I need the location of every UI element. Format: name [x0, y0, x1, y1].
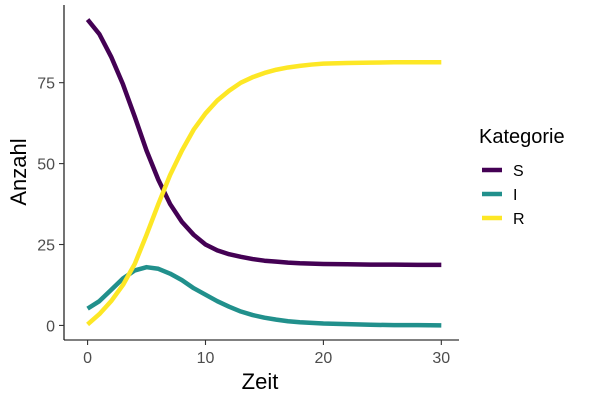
legend-label-r: R	[513, 211, 525, 228]
legend: Kategorie SIR	[479, 126, 565, 228]
y-tick-label: 75	[37, 76, 55, 93]
y-tick-label: 50	[37, 157, 55, 174]
x-tick-label: 0	[83, 350, 92, 367]
series-line-i	[86, 264, 442, 328]
series-line-r	[86, 60, 442, 327]
y-tick-label: 25	[37, 238, 55, 255]
legend-label-s: S	[513, 163, 524, 180]
x-tick-label: 10	[197, 350, 215, 367]
x-axis-title: Zeit	[242, 369, 279, 394]
legend-title: Kategorie	[479, 126, 565, 148]
plot-area	[85, 18, 442, 328]
y-axis-title: Anzahl	[6, 138, 31, 205]
legend-label-i: I	[513, 187, 517, 204]
y-tick-label: 0	[46, 318, 55, 335]
x-tick-label: 30	[432, 350, 450, 367]
x-tick-label: 20	[315, 350, 333, 367]
legend-items: SIR	[482, 163, 525, 228]
x-ticks: 0 10 20 30	[83, 340, 450, 367]
series-line-s	[85, 18, 442, 268]
axes	[63, 5, 459, 341]
y-ticks: 0 25 50 75	[37, 76, 64, 335]
